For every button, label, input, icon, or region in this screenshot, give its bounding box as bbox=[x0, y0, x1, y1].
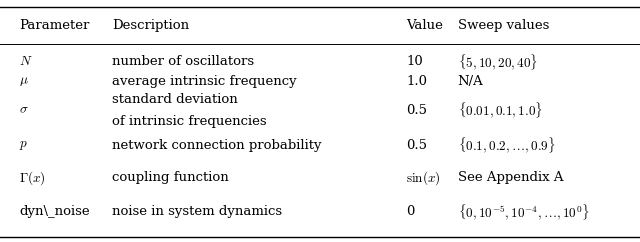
Text: 0: 0 bbox=[406, 205, 415, 218]
Text: $N$: $N$ bbox=[19, 55, 33, 68]
Text: Sweep values: Sweep values bbox=[458, 19, 549, 32]
Text: $\{0, 10^{-5}, 10^{-4}, \ldots, 10^0\}$: $\{0, 10^{-5}, 10^{-4}, \ldots, 10^0\}$ bbox=[458, 202, 589, 222]
Text: $\{0.1, 0.2, \ldots, 0.9\}$: $\{0.1, 0.2, \ldots, 0.9\}$ bbox=[458, 135, 556, 155]
Text: of intrinsic frequencies: of intrinsic frequencies bbox=[112, 114, 267, 128]
Text: standard deviation: standard deviation bbox=[112, 93, 237, 106]
Text: $\sigma$: $\sigma$ bbox=[19, 104, 29, 117]
Text: 0.5: 0.5 bbox=[406, 139, 428, 152]
Text: $\{0.01, 0.1, 1.0\}$: $\{0.01, 0.1, 1.0\}$ bbox=[458, 100, 543, 120]
Text: dyn\_noise: dyn\_noise bbox=[19, 205, 90, 218]
Text: See Appendix A: See Appendix A bbox=[458, 171, 563, 184]
Text: 0.5: 0.5 bbox=[406, 104, 428, 117]
Text: 1.0: 1.0 bbox=[406, 75, 428, 88]
Text: network connection probability: network connection probability bbox=[112, 139, 321, 152]
Text: noise in system dynamics: noise in system dynamics bbox=[112, 205, 282, 218]
Text: Parameter: Parameter bbox=[19, 19, 90, 32]
Text: $\{5, 10, 20, 40\}$: $\{5, 10, 20, 40\}$ bbox=[458, 52, 538, 72]
Text: Value: Value bbox=[406, 19, 444, 32]
Text: $\Gamma(x)$: $\Gamma(x)$ bbox=[19, 169, 46, 187]
Text: average intrinsic frequency: average intrinsic frequency bbox=[112, 75, 296, 88]
Text: number of oscillators: number of oscillators bbox=[112, 55, 254, 68]
Text: $\mu$: $\mu$ bbox=[19, 75, 29, 88]
Text: $p$: $p$ bbox=[19, 139, 28, 152]
Text: coupling function: coupling function bbox=[112, 171, 228, 184]
Text: 10: 10 bbox=[406, 55, 423, 68]
Text: $\sin(x)$: $\sin(x)$ bbox=[406, 169, 441, 187]
Text: N/A: N/A bbox=[458, 75, 483, 88]
Text: Description: Description bbox=[112, 19, 189, 32]
